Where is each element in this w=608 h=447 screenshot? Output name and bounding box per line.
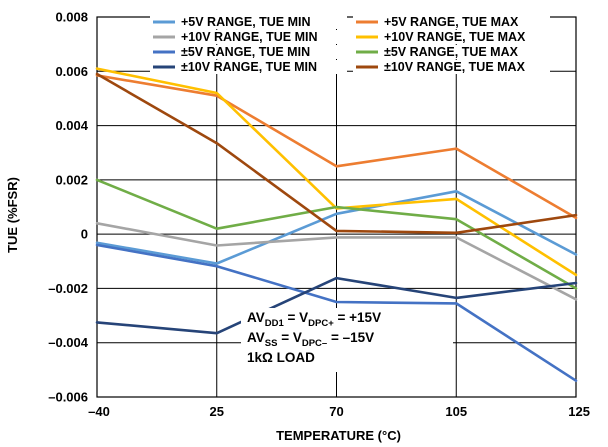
series-line	[95, 243, 578, 383]
y-axis-title: TUE (%FSR)	[5, 177, 20, 253]
legend-label: +10V RANGE, TUE MAX	[384, 30, 526, 44]
x-tick-labels: –40 25 70 105 125	[88, 404, 590, 419]
x-tick-label: 105	[445, 404, 467, 419]
legend-backdrop	[150, 30, 347, 44]
legend-label: ±10V RANGE, TUE MIN	[181, 60, 317, 74]
y-tick-label: –0.004	[48, 335, 89, 350]
x-tick-label: 125	[568, 404, 590, 419]
series-lines	[95, 67, 578, 383]
legend-label: ±5V RANGE, TUE MAX	[384, 45, 519, 59]
legend-backdrop	[150, 45, 347, 59]
y-tick-label: –0.006	[48, 390, 88, 405]
series-line	[95, 222, 578, 301]
legend-label: ±5V RANGE, TUE MIN	[181, 45, 310, 59]
series-line	[95, 67, 578, 277]
legend: +5V RANGE, TUE MIN +5V RANGE, TUE MAX+10V…	[150, 15, 550, 74]
annotation-line: AVDD1 = VDPC+ = +15V	[247, 310, 381, 329]
legend-backdrop	[150, 15, 347, 29]
legend-backdrop	[353, 45, 550, 59]
y-tick-labels: –0.006 –0.004 –0.002 0 0.002 0.004 0.006 0.008	[48, 10, 89, 405]
series-line	[95, 276, 578, 335]
y-tick-label: –0.002	[48, 281, 88, 296]
series-line	[95, 74, 578, 220]
annotation-line: 1kΩ LOAD	[247, 350, 315, 365]
y-tick-label: 0.006	[55, 64, 88, 79]
y-tick-label: 0	[81, 227, 88, 242]
annotation-line: AVSS = VDPC– = –15V	[247, 330, 374, 349]
legend-backdrop	[353, 15, 550, 29]
x-axis-title: TEMPERATURE (°C)	[276, 428, 401, 443]
x-tick-label: 25	[210, 404, 224, 419]
x-tick-label: –40	[88, 404, 110, 419]
x-tick-label: 70	[329, 404, 343, 419]
legend-label: ±10V RANGE, TUE MAX	[384, 60, 526, 74]
series-line	[95, 178, 578, 290]
series-line	[95, 190, 578, 265]
y-tick-label: 0.008	[55, 10, 88, 25]
legend-backdrop	[353, 30, 550, 44]
legend-label: +5V RANGE, TUE MAX	[384, 15, 519, 29]
y-tick-label: 0.004	[55, 118, 88, 133]
legend-label: +10V RANGE, TUE MIN	[181, 30, 318, 44]
annotation-backdrop	[241, 308, 453, 372]
y-tick-label: 0.002	[55, 172, 88, 187]
series-line	[95, 72, 578, 235]
legend-label: +5V RANGE, TUE MIN	[181, 15, 311, 29]
legend-backdrop	[353, 60, 550, 74]
legend-backdrop	[150, 60, 347, 74]
